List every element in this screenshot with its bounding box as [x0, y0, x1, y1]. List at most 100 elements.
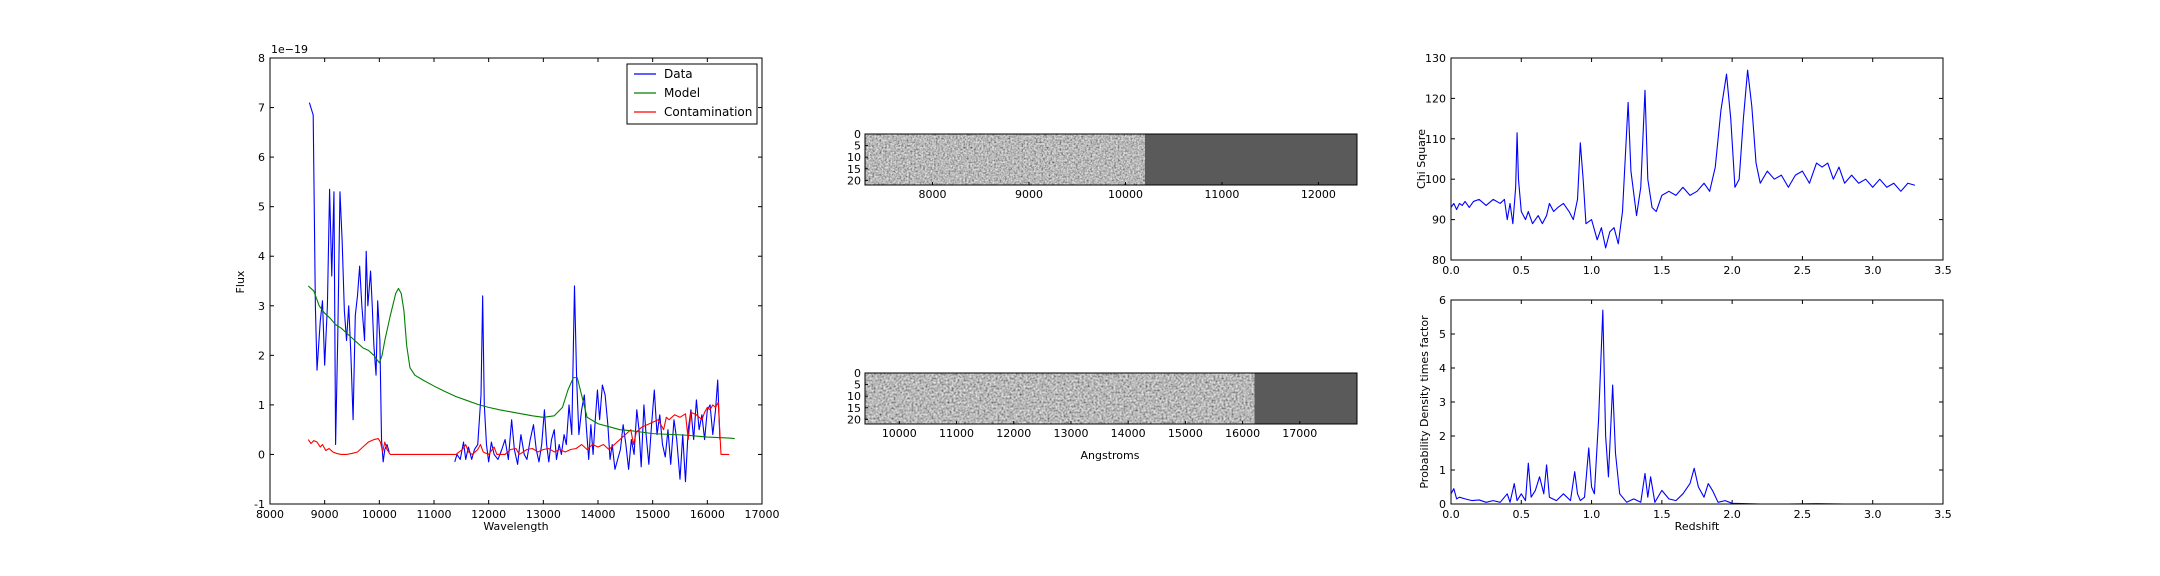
y-tick-label: 6: [1439, 294, 1446, 307]
series-line: [1451, 69, 1916, 249]
flux-offset-label: 1e−19: [271, 43, 308, 56]
y-tick-label: 80: [1432, 254, 1446, 267]
x-tick-label: 10000: [362, 508, 397, 521]
x-tick-label: 2.0: [1723, 508, 1741, 521]
chi-square-panel: 0.0 0.5 1.0 1.5 2.0 2.5 3.0 3.5 80 90 100 110 120 130…: [1415, 52, 1952, 277]
y-tick-label: 5: [258, 201, 265, 214]
x-tick-label: 11000: [1204, 188, 1239, 201]
x-tick-label: 2.5: [1794, 508, 1812, 521]
y-tick-label: 20: [847, 413, 861, 426]
2d-spectrum-bottom-axis-ticks: 10000 11000 12000 13000 14000 15000 16000 17000…: [847, 367, 1317, 440]
legend-entry-data: Data: [664, 67, 693, 81]
y-tick-label: 120: [1425, 92, 1446, 105]
spectrum-legend: Data Model Contamination: [626, 63, 758, 125]
x-tick-label: 16000: [690, 508, 725, 521]
redshift-axis-label: Redshift: [1675, 520, 1720, 533]
x-tick-label: 14000: [1111, 427, 1146, 440]
y-tick-label: 5: [854, 140, 861, 153]
angstroms-axis-label: Angstroms: [1081, 449, 1140, 462]
x-tick-label: 3.0: [1864, 264, 1882, 277]
y-tick-label: 2: [258, 349, 265, 362]
legend-entry-model: Model: [664, 86, 700, 100]
x-tick-label: 8000: [256, 508, 284, 521]
data-line: [308, 102, 390, 463]
x-tick-label: 0.0: [1442, 508, 1460, 521]
y-tick-label: 5: [1439, 328, 1446, 341]
spectrum-series-group: [307, 102, 735, 483]
x-tick-label: 1.5: [1653, 264, 1671, 277]
y-tick-label: 4: [1439, 362, 1446, 375]
x-tick-label: 15000: [635, 508, 670, 521]
spectrum-x-axis-label: Wavelength: [483, 520, 548, 533]
x-tick-label: 11000: [939, 427, 974, 440]
2d-spectrum-bottom-frame: [864, 372, 1358, 425]
x-tick-label: 14000: [581, 508, 616, 521]
2d-spectrum-top-image: [865, 134, 1145, 185]
x-tick-label: 3.5: [1934, 508, 1952, 521]
y-tick-label: 15: [847, 402, 861, 415]
chi-square-plot-frame: [1450, 57, 1944, 261]
x-tick-label: 2.0: [1723, 264, 1741, 277]
x-tick-label: 0.5: [1513, 264, 1531, 277]
y-tick-label: 0: [854, 367, 861, 380]
x-tick-label: 0.5: [1513, 508, 1531, 521]
legend-entry-contamination: Contamination: [664, 105, 752, 119]
spectrum-axis-ticks: 8000 9000 10000 11000 12000 13000 14000 15000 16…: [254, 52, 779, 521]
x-tick-label: 1.0: [1583, 508, 1601, 521]
x-tick-label: 17000: [1282, 427, 1317, 440]
y-tick-label: 8: [258, 52, 265, 65]
y-tick-label: 100: [1425, 173, 1446, 186]
y-tick-label: 2: [1439, 430, 1446, 443]
x-tick-label: 10000: [882, 427, 917, 440]
x-tick-label: 9000: [1015, 188, 1043, 201]
y-tick-label: 7: [258, 102, 265, 115]
probability-density-series-group: [1451, 309, 1915, 504]
spectrum-plot-frame: [269, 57, 763, 505]
x-tick-label: 12000: [996, 427, 1031, 440]
series-line: [1451, 309, 1915, 504]
contamination-line: [307, 401, 730, 455]
model-line: [307, 285, 735, 440]
x-tick-label: 13000: [526, 508, 561, 521]
x-tick-label: 12000: [471, 508, 506, 521]
x-tick-label: 12000: [1301, 188, 1336, 201]
y-tick-label: 0: [258, 448, 265, 461]
probability-density-plot-frame: [1450, 299, 1944, 505]
y-tick-label: 3: [1439, 396, 1446, 409]
y-tick-label: 20: [847, 174, 861, 187]
2d-spectrum-top-frame: [864, 133, 1358, 186]
y-tick-label: 5: [854, 379, 861, 392]
data-line: [454, 285, 721, 483]
x-tick-label: 3.5: [1934, 264, 1952, 277]
chi-square-series-group: [1451, 69, 1916, 249]
y-tick-label: 1: [258, 399, 265, 412]
x-tick-label: 15000: [1168, 427, 1203, 440]
x-tick-label: 13000: [1053, 427, 1088, 440]
y-tick-label: 15: [847, 163, 861, 176]
x-tick-label: 2.5: [1794, 264, 1812, 277]
spectrum-panel: 8000 9000 10000 11000 12000 13000 14000 15000 16…: [234, 43, 780, 533]
y-tick-label: 90: [1432, 214, 1446, 227]
chi-square-y-axis-label: Chi Square: [1415, 129, 1428, 189]
x-tick-label: 16000: [1225, 427, 1260, 440]
x-tick-label: 0.0: [1442, 264, 1460, 277]
y-tick-label: -1: [254, 498, 265, 511]
2d-spectrum-bottom-panel: 10000 11000 12000 13000 14000 15000 16000 17000…: [847, 367, 1358, 462]
y-tick-label: 4: [258, 250, 265, 263]
x-tick-label: 11000: [417, 508, 452, 521]
spectrum-y-axis-label: Flux: [234, 270, 247, 293]
x-tick-label: 17000: [745, 508, 780, 521]
probability-density-y-axis-label: Probability Density times factor: [1418, 315, 1431, 489]
x-tick-label: 3.0: [1864, 508, 1882, 521]
x-tick-label: 1.0: [1583, 264, 1601, 277]
y-tick-label: 130: [1425, 52, 1446, 65]
y-tick-label: 0: [854, 128, 861, 141]
x-tick-label: 8000: [919, 188, 947, 201]
y-tick-label: 3: [258, 300, 265, 313]
y-tick-label: 6: [258, 151, 265, 164]
x-tick-label: 9000: [311, 508, 339, 521]
x-tick-label: 10000: [1108, 188, 1143, 201]
